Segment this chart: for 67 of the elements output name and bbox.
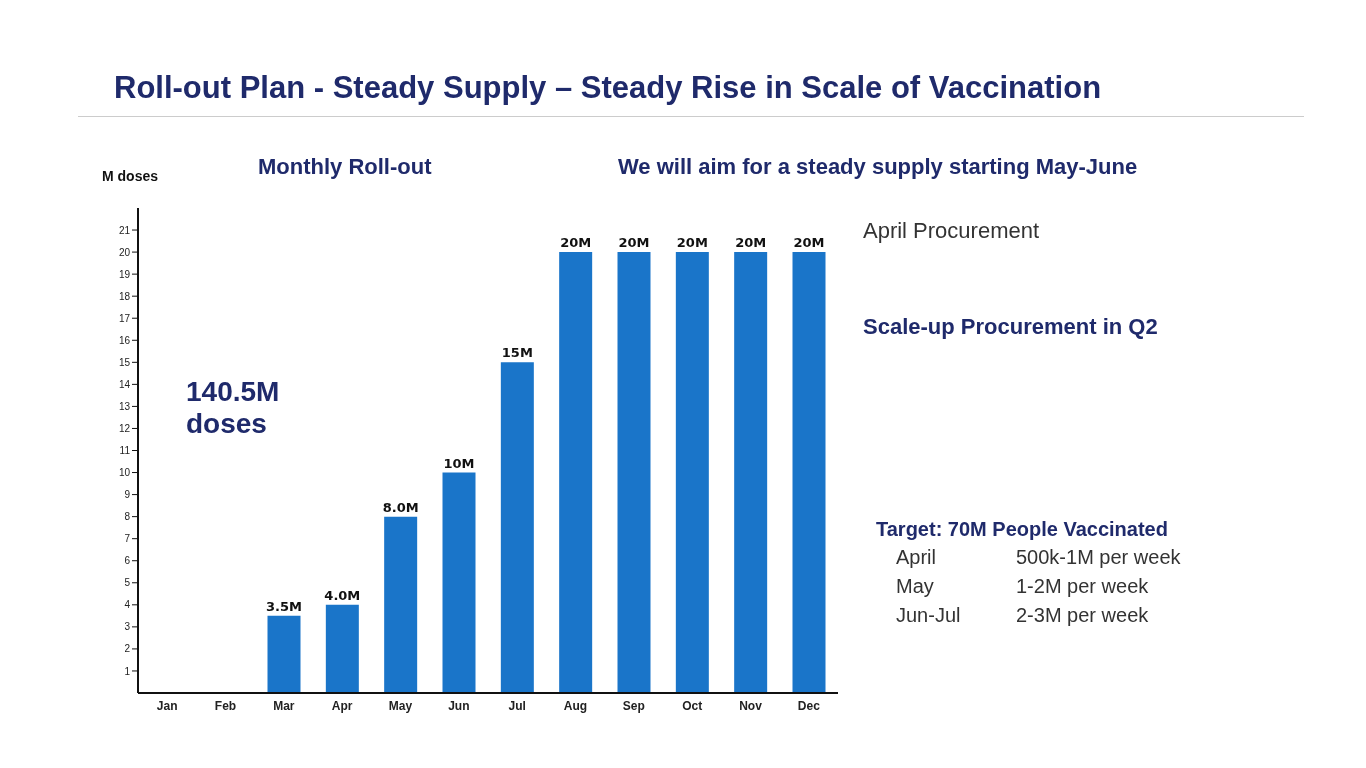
bar — [617, 252, 651, 693]
bar — [675, 252, 709, 693]
data-label: 8.0M — [382, 499, 419, 515]
y-tick-label: 2 — [124, 643, 131, 655]
x-tick-label: May — [388, 698, 413, 713]
x-tick-label: Aug — [563, 698, 588, 713]
y-tick-label: 17 — [118, 312, 131, 324]
x-tick-label: Oct — [682, 698, 703, 713]
data-label: 15M — [501, 345, 533, 361]
data-label: 20M — [735, 235, 767, 251]
y-tick-label: 5 — [124, 577, 131, 589]
y-axis-title: M doses — [102, 168, 159, 184]
x-tick-label: Apr — [331, 698, 353, 713]
y-tick-label: 15 — [118, 356, 131, 368]
y-tick-label: 13 — [118, 400, 131, 412]
y-tick-label: 12 — [118, 423, 131, 434]
x-tick-label: Dec — [797, 698, 821, 713]
text: 2-3M per week — [1016, 604, 1149, 627]
chart-title: Roll-out Plan - Steady Supply – Steady Rise in Scale of Vaccination — [114, 70, 1102, 106]
bar — [500, 362, 534, 693]
y-tick-label: 6 — [124, 555, 131, 567]
x-tick-label: Feb — [214, 698, 237, 713]
data-label: 20M — [618, 235, 650, 251]
text: Scale-up Procurement in Q2 — [863, 314, 1158, 340]
y-tick-label: 21 — [118, 224, 131, 236]
y-tick-label: 11 — [119, 445, 131, 457]
annotation: 140.5M doses — [186, 376, 281, 440]
data-label: 20M — [676, 235, 708, 251]
y-tick-label: 9 — [124, 489, 131, 501]
bar — [325, 604, 359, 693]
y-tick-label: 4 — [124, 599, 131, 611]
y-tick-label: 19 — [118, 268, 131, 280]
data-label: 20M — [793, 235, 825, 251]
x-tick-label: Sep — [622, 698, 645, 713]
text: We will aim for a steady supply starting May-June — [618, 154, 1138, 180]
y-tick-label: 18 — [118, 290, 131, 302]
x-tick-label: Jul — [508, 698, 526, 713]
y-tick-label: 7 — [124, 533, 131, 545]
y-tick-label: 20 — [118, 246, 131, 258]
y-tick-label: 3 — [124, 621, 131, 633]
data-label: 3.5M — [266, 598, 302, 614]
x-tick-label: Nov — [739, 698, 763, 713]
bar — [734, 252, 768, 693]
y-tick-label: 10 — [118, 467, 131, 479]
text: April Procurement — [863, 218, 1040, 244]
y-tick-label: 16 — [118, 334, 131, 346]
y-tick-label: 8 — [124, 511, 131, 523]
bar — [267, 615, 301, 693]
bar — [384, 516, 418, 693]
data-label: 10M — [443, 455, 475, 471]
data-label: 4.0M — [324, 587, 361, 603]
y-tick-label: 1 — [124, 665, 131, 677]
text: Jun-Jul — [896, 604, 961, 627]
x-tick-label: Jun — [448, 698, 470, 713]
bar — [792, 252, 826, 693]
text: Monthly Roll-out — [258, 154, 432, 180]
bar — [559, 252, 593, 693]
text: April — [896, 546, 937, 569]
x-tick-label: Mar — [273, 698, 295, 713]
text: May — [896, 575, 934, 598]
text: Target: 70M People Vaccinated — [876, 518, 1168, 541]
data-label: 20M — [560, 235, 592, 251]
x-tick-label: Jan — [156, 698, 178, 713]
y-tick-label: 14 — [118, 378, 131, 390]
text: 500k-1M per week — [1016, 546, 1181, 569]
text: 1-2M per week — [1016, 575, 1149, 598]
bar — [442, 472, 476, 693]
